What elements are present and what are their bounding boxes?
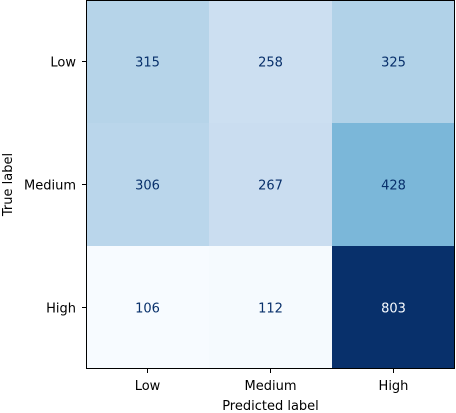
y-axis-title: True label xyxy=(1,153,16,217)
cell-value-r1-c0: 306 xyxy=(135,179,160,194)
cell-value-r0-c2: 325 xyxy=(381,56,406,71)
heatmap-cell-r1-c1 xyxy=(209,123,332,246)
y-tick-label-2: High xyxy=(46,302,76,317)
heatmap-cell-r2-c1 xyxy=(209,246,332,369)
cell-value-r1-c2: 428 xyxy=(381,179,406,194)
heatmap-cell-r1-c2 xyxy=(332,123,455,246)
axis-ticks: Low Medium High Low Medium High xyxy=(24,56,408,395)
cell-value-r1-c1: 267 xyxy=(258,179,283,194)
x-tick-label-2: High xyxy=(379,379,409,394)
x-axis-title: Predicted label xyxy=(222,399,319,413)
plot-frame xyxy=(86,0,455,369)
cell-value-r2-c2: 803 xyxy=(381,302,406,317)
y-tick-label-1: Medium xyxy=(24,179,76,194)
heatmap-cell-r2-c0 xyxy=(86,246,209,369)
x-tick-label-1: Medium xyxy=(245,379,297,394)
cell-value-r0-c1: 258 xyxy=(258,56,283,71)
cell-value-r2-c1: 112 xyxy=(258,302,283,317)
heatmap-cell-r1-c0 xyxy=(86,123,209,246)
heatmap-cell-r0-c2 xyxy=(332,0,455,123)
cell-value-r2-c0: 106 xyxy=(135,302,160,317)
heatmap-cells: 315 258 325 306 267 428 106 112 803 xyxy=(86,0,455,369)
heatmap-cell-r2-c2 xyxy=(332,246,455,369)
x-tick-label-0: Low xyxy=(135,379,161,394)
y-tick-label-0: Low xyxy=(50,56,76,71)
heatmap-cell-r0-c1 xyxy=(209,0,332,123)
cell-value-r0-c0: 315 xyxy=(135,56,160,71)
heatmap-cell-r0-c0 xyxy=(86,0,209,123)
